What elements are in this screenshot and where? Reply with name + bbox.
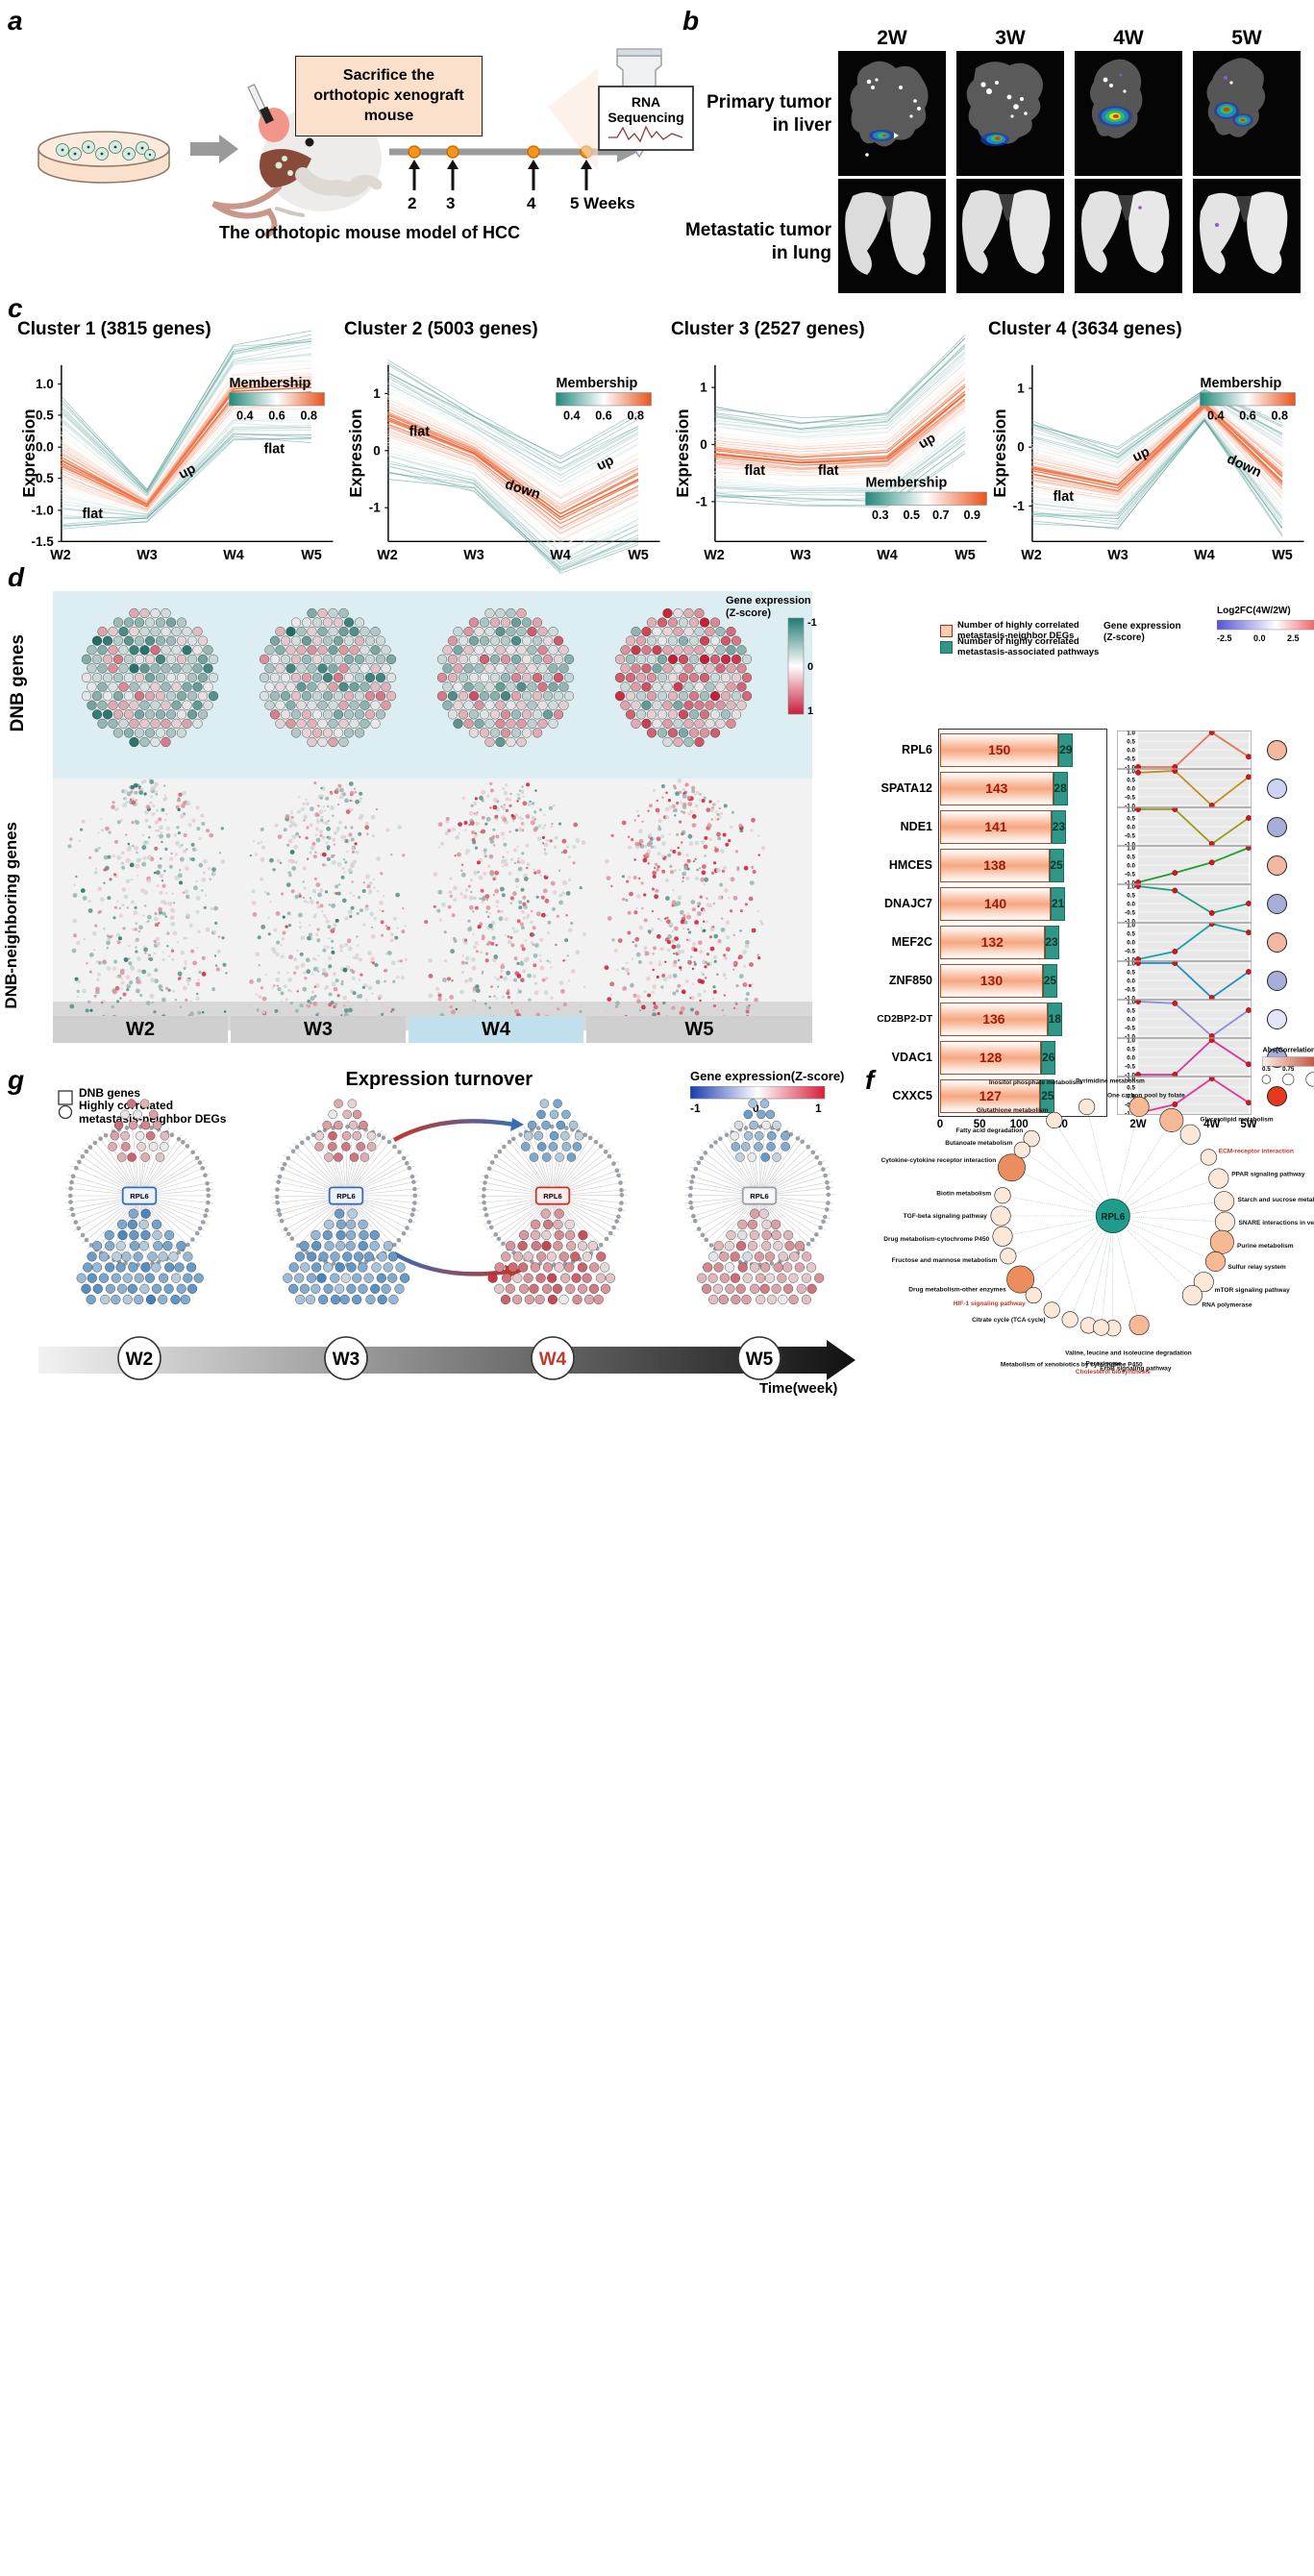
svg-text:Glutathione metabolism: Glutathione metabolism [977, 1107, 1049, 1114]
svg-text:Purine metabolism: Purine metabolism [1237, 1243, 1294, 1250]
svg-text:W3: W3 [136, 548, 158, 563]
svg-text:flat: flat [818, 463, 839, 479]
svg-text:W3: W3 [1107, 548, 1128, 563]
svg-text:W2: W2 [1021, 548, 1042, 563]
svg-text:0.8: 0.8 [301, 409, 318, 422]
svg-text:0.6: 0.6 [595, 409, 612, 422]
svg-text:0: 0 [1017, 440, 1025, 455]
svg-text:W4: W4 [1194, 548, 1215, 563]
svg-text:0.0: 0.0 [36, 440, 54, 455]
svg-text:0.4: 0.4 [1207, 409, 1225, 422]
svg-text:Biotin metabolism: Biotin metabolism [936, 1190, 991, 1197]
svg-text:0.4: 0.4 [236, 409, 254, 422]
svg-text:Pyrimidine metabolism: Pyrimidine metabolism [1076, 1077, 1145, 1084]
svg-text:Drug metabolism-other enzymes: Drug metabolism-other enzymes [908, 1286, 1006, 1293]
svg-text:-1.0: -1.0 [32, 503, 54, 517]
svg-text:Abs(Correlation): Abs(Correlation) [1262, 1046, 1314, 1054]
svg-text:W3: W3 [790, 548, 811, 563]
svg-text:W5: W5 [746, 1350, 774, 1370]
svg-text:Expression: Expression [991, 409, 1009, 497]
svg-text:ErbB signaling pathway: ErbB signaling pathway [1100, 1366, 1172, 1373]
svg-text:W5: W5 [1272, 548, 1293, 563]
svg-text:Valine, leucine and isoleucine: Valine, leucine and isoleucine degradati… [1065, 1350, 1192, 1357]
svg-text:Inositol phosphate metabolism: Inositol phosphate metabolism [989, 1079, 1082, 1086]
svg-text:HIF-1 signaling pathway: HIF-1 signaling pathway [954, 1300, 1026, 1307]
svg-text:PPAR signaling pathway: PPAR signaling pathway [1231, 1171, 1305, 1177]
svg-text:W2: W2 [704, 548, 725, 563]
svg-text:Membership: Membership [557, 376, 638, 391]
svg-text:RNA polymerase: RNA polymerase [1202, 1301, 1252, 1308]
svg-text:W2: W2 [50, 548, 71, 563]
svg-text:-1: -1 [696, 494, 707, 508]
svg-text:RPL6: RPL6 [750, 1192, 768, 1201]
svg-text:RPL6: RPL6 [1101, 1212, 1125, 1223]
svg-text:Membership: Membership [1201, 376, 1282, 391]
svg-text:-2.5: -2.5 [1217, 633, 1232, 643]
svg-text:0: 0 [700, 437, 707, 452]
svg-text:W3: W3 [333, 1350, 360, 1370]
svg-text:mTOR signaling pathway: mTOR signaling pathway [1215, 1287, 1290, 1294]
svg-text:W2: W2 [126, 1350, 154, 1370]
svg-text:Fatty acid degradation: Fatty acid degradation [955, 1127, 1023, 1134]
svg-text:Expression: Expression [674, 409, 692, 497]
svg-text:0.6: 0.6 [1239, 409, 1256, 422]
svg-text:TGF-beta signaling pathway: TGF-beta signaling pathway [904, 1213, 988, 1220]
svg-text:0.5: 0.5 [903, 508, 920, 522]
svg-text:Drug metabolism-cytochrome P45: Drug metabolism-cytochrome P450 [883, 1236, 989, 1243]
svg-text:One carbon pool by folate: One carbon pool by folate [1107, 1093, 1185, 1100]
svg-text:Cytokine-cytokine receptor int: Cytokine-cytokine receptor interaction [881, 1157, 997, 1164]
svg-text:-0.5: -0.5 [32, 471, 55, 485]
svg-text:1: 1 [373, 386, 381, 401]
svg-text:Expression: Expression [347, 409, 365, 497]
svg-text:Fructose and mannose metabolis: Fructose and mannose metabolism [892, 1257, 998, 1264]
svg-text:0.8: 0.8 [1272, 409, 1289, 422]
svg-text:Sulfur relay system: Sulfur relay system [1227, 1264, 1286, 1271]
svg-text:SNARE interactions in vesicula: SNARE interactions in vesicular transpor… [1238, 1220, 1314, 1226]
svg-text:Starch and sucrose metabolism: Starch and sucrose metabolism [1238, 1197, 1314, 1203]
svg-text:W3: W3 [463, 548, 484, 563]
svg-text:Membership: Membership [230, 376, 311, 391]
svg-text:-1: -1 [1013, 499, 1025, 513]
svg-text:0.0: 0.0 [1253, 633, 1266, 643]
svg-text:0.5: 0.5 [36, 408, 54, 422]
svg-text:ECM-receptor interaction: ECM-receptor interaction [1219, 1149, 1294, 1155]
svg-text:Glycerolipid metabolism: Glycerolipid metabolism [1201, 1116, 1274, 1123]
svg-text:0.3: 0.3 [872, 508, 889, 522]
svg-text:flat: flat [409, 425, 431, 440]
svg-text:RPL6: RPL6 [130, 1192, 148, 1201]
svg-text:RPL6: RPL6 [543, 1192, 561, 1201]
svg-text:W4: W4 [223, 548, 244, 563]
svg-text:0.6: 0.6 [268, 409, 285, 422]
svg-text:Citrate cycle (TCA cycle): Citrate cycle (TCA cycle) [972, 1317, 1046, 1324]
svg-text:W5: W5 [301, 548, 322, 563]
svg-text:up: up [594, 453, 616, 474]
svg-text:0.4: 0.4 [563, 409, 581, 422]
svg-text:1.0: 1.0 [36, 377, 54, 391]
svg-text:flat: flat [264, 442, 285, 458]
svg-text:-1.5: -1.5 [32, 534, 55, 549]
svg-text:-1: -1 [369, 501, 381, 515]
svg-text:0.75: 0.75 [1282, 1066, 1295, 1073]
svg-text:W4: W4 [539, 1350, 567, 1370]
svg-text:W4: W4 [550, 548, 571, 563]
svg-text:RPL6: RPL6 [336, 1192, 355, 1201]
svg-text:flat: flat [1054, 489, 1075, 505]
svg-text:2.5: 2.5 [1287, 633, 1300, 643]
svg-text:1: 1 [700, 381, 707, 395]
svg-text:1: 1 [1017, 382, 1025, 396]
svg-text:W4: W4 [877, 548, 898, 563]
svg-text:flat: flat [745, 463, 766, 479]
svg-text:0.5: 0.5 [1262, 1066, 1271, 1073]
svg-text:flat: flat [83, 507, 104, 522]
svg-text:Membership: Membership [866, 476, 948, 491]
svg-text:W2: W2 [377, 548, 398, 563]
svg-text:Butanoate metabolism: Butanoate metabolism [945, 1140, 1012, 1147]
svg-text:0.7: 0.7 [932, 508, 950, 522]
svg-text:W5: W5 [628, 548, 649, 563]
svg-text:0.8: 0.8 [628, 409, 645, 422]
svg-text:0: 0 [373, 443, 381, 458]
